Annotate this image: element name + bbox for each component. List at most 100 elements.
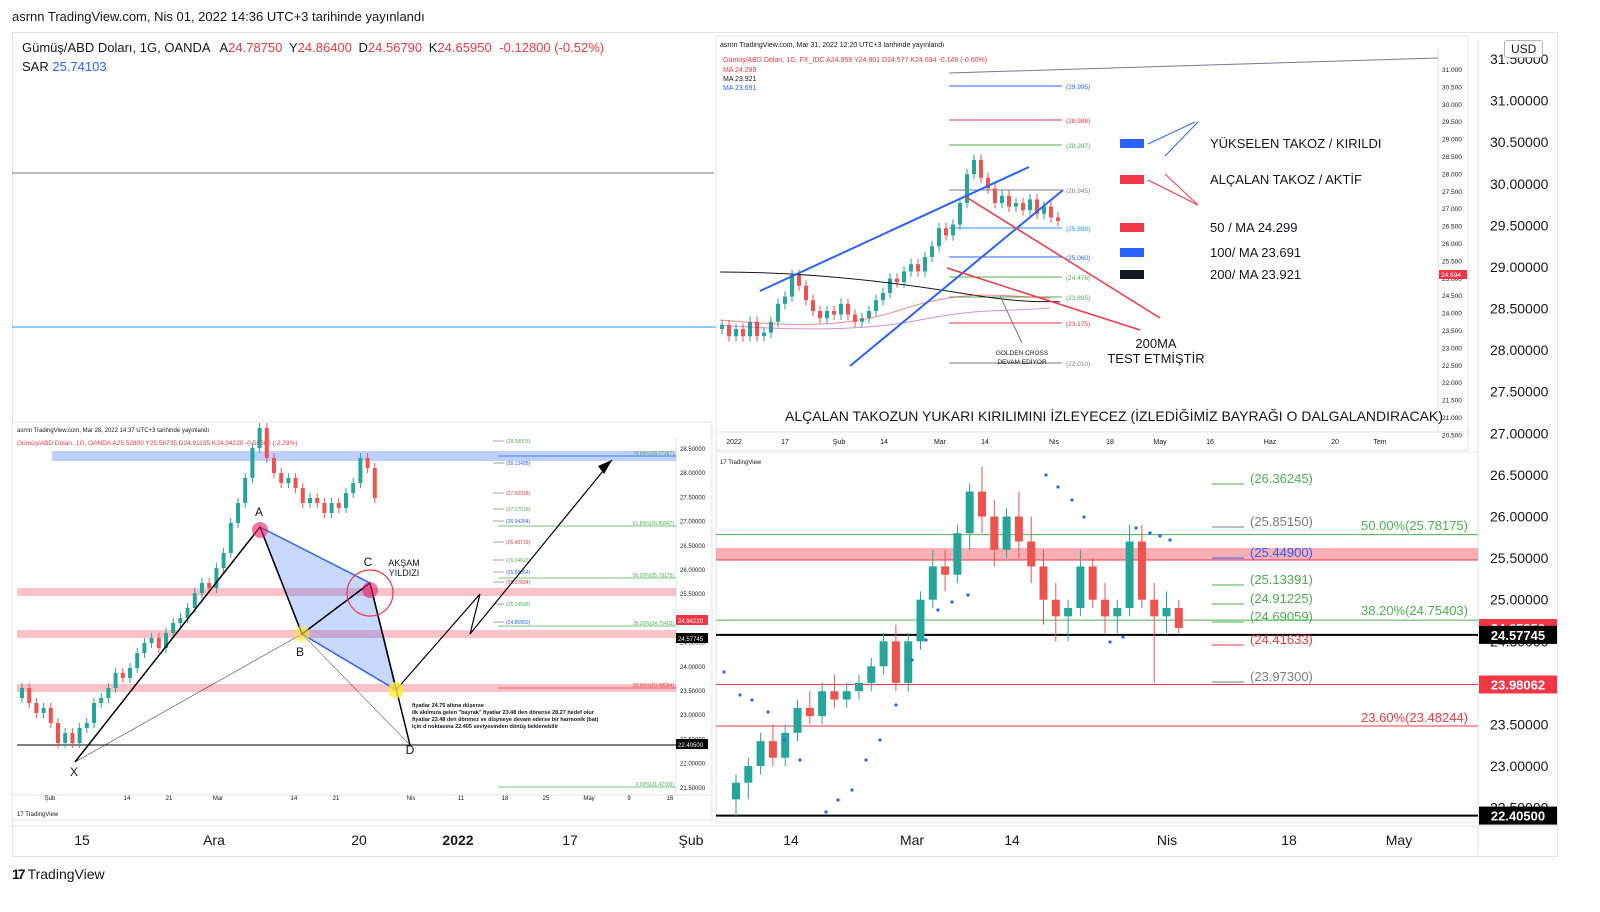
sar-dot — [1056, 485, 1060, 489]
inset-bl-fib-mid-label: (28.13488) — [506, 461, 531, 467]
inset-br-fib-mid-label: (23.97300) — [1250, 669, 1313, 684]
tradingview-logo[interactable]: 17 TradingView — [12, 866, 105, 882]
inset-tr-candle-body — [916, 264, 920, 272]
sar-indicator[interactable]: SAR 25.74103 — [22, 59, 107, 74]
inset-bl-time-label: 21 — [333, 796, 340, 802]
inset-br-fib-mid-label: (24.91225) — [1250, 591, 1313, 606]
inset-legend-label: 100/ MA 23.691 — [1210, 245, 1301, 260]
inset-bl-tag — [676, 633, 708, 643]
inset-bl-candle-body — [236, 503, 240, 523]
candle-body — [916, 599, 925, 642]
sar-dot — [850, 788, 854, 792]
inset-tr-candle-body — [846, 303, 850, 315]
inset-bl-point-c-marker — [362, 582, 378, 598]
high-label: Y — [289, 40, 298, 55]
sar-dot — [750, 698, 754, 702]
candle-body — [1088, 566, 1097, 600]
inset-tr-candle-body — [818, 311, 822, 319]
time-axis-label: May — [1386, 832, 1412, 848]
candle-body — [1014, 516, 1023, 542]
inset-tr-time-label: 2022 — [726, 439, 742, 446]
inset-tr-candle-body — [748, 321, 752, 337]
inset-tr-axis-label: 21.500 — [1442, 398, 1462, 405]
inset-tr-candle-body — [902, 271, 906, 283]
candle-body — [756, 741, 765, 767]
inset-tr-fib-label: (28.287) — [1066, 143, 1090, 150]
inset-legend-label: ALÇALAN TAKOZ / AKTİF — [1210, 172, 1362, 187]
inset-tr-candle-body — [1000, 195, 1004, 203]
inset-tr-time-label: 17 — [781, 439, 789, 446]
inset-tr-time-label: Şub — [833, 439, 846, 446]
open-label: A — [219, 40, 229, 55]
inset-bl-point-label: B — [296, 645, 304, 659]
time-axis-label: 15 — [74, 832, 90, 848]
candle-body — [744, 766, 753, 783]
inset-tr-axis-label: 25.000 — [1442, 276, 1462, 283]
price-axis-label: 28.50000 — [1490, 301, 1549, 317]
sar-dot — [894, 703, 898, 707]
candle-body — [781, 732, 790, 758]
inset-bl-zone-red — [17, 630, 676, 638]
sar-dot — [798, 758, 802, 762]
inset-tr-fib-label: (23.175) — [1066, 321, 1090, 328]
candle-body — [1039, 566, 1048, 600]
inset-bl-candle-body — [156, 638, 161, 648]
sar-dot — [766, 710, 770, 714]
inset-bl-fib-mid-label: (25.37834) — [506, 580, 531, 586]
inset-bl-candle-body — [257, 428, 262, 448]
inset-bl-candle-body — [128, 668, 132, 678]
candle-body — [953, 533, 962, 575]
inset-tr-candle-body — [734, 329, 738, 337]
inset-tr-candle-body — [811, 300, 815, 311]
inset-br-red-zone — [716, 548, 1478, 560]
inset-tr-candle-body — [1049, 206, 1053, 218]
inset-bl-time-label: 14 — [291, 796, 298, 802]
price-axis-label: 25.00000 — [1490, 592, 1549, 608]
inset-bl-fib-mid-label: (27.50928) — [506, 491, 531, 497]
inset-bl-candle-body — [20, 688, 24, 698]
inset-bl-axis-label: 23.50000 — [680, 689, 706, 695]
inset-tr-axis-label: 28.500 — [1442, 154, 1462, 161]
inset-bl-candle-body — [344, 493, 348, 508]
inset-tr-candle-body — [965, 174, 969, 203]
candle-body — [978, 491, 986, 517]
inset-tr-time-label: Mar — [934, 439, 947, 446]
sar-dot — [950, 600, 954, 604]
inset-200ma-note: 200MA — [1135, 336, 1177, 351]
price-axis-label: 27.50000 — [1490, 384, 1549, 400]
inset-ma50-line — [719, 294, 1051, 325]
inset-bl-xb-line — [74, 633, 303, 763]
inset-tr-candle-body — [776, 303, 780, 322]
inset-legend-swatch — [1120, 270, 1144, 279]
time-axis-label: Şub — [679, 832, 704, 848]
inset-bl-candle-body — [142, 643, 147, 653]
candle-body — [1162, 608, 1171, 617]
inset-tr-candle-body — [839, 303, 843, 315]
inset-bl-candle-body — [99, 698, 104, 703]
inset-bl-fib-mid-label: (26.14637) — [506, 558, 531, 564]
sar-dot — [864, 758, 868, 762]
inset-bl-tag-label: 24.94220 — [678, 619, 704, 625]
inset-tr-fib-label: (25.889) — [1066, 226, 1090, 233]
inset-golden-cross-text: DEVAM EDİYOR — [997, 357, 1047, 366]
sar-dot — [1168, 538, 1172, 542]
inset-tr-axis-label: 25.500 — [1442, 258, 1462, 265]
inset-ma-line: MA 23.691 — [723, 85, 757, 92]
price-tag — [1479, 675, 1557, 694]
inset-br-fib-right-label: 23.60%(23.48244) — [1361, 710, 1468, 725]
price-axis-label: 26.50000 — [1490, 467, 1549, 483]
inset-bl-candle-body — [120, 673, 125, 678]
currency-button[interactable]: USD — [1504, 40, 1544, 58]
inset-tr-candle-body — [853, 314, 857, 322]
inset-bl-axis-label: 25.50000 — [680, 592, 706, 598]
inset-bl-published: asrnn TradingView.com, Mar 28, 2022 14:3… — [17, 428, 210, 434]
main-symbol[interactable]: Gümüş/ABD Doları, 1G, OANDA — [22, 40, 210, 55]
inset-bl-candle-body — [293, 478, 298, 488]
inset-bl-candle-body — [171, 623, 176, 633]
inset-br-fib-mid-label: (24.41633) — [1250, 632, 1313, 647]
candle-body — [1150, 599, 1159, 617]
inset-legend-swatch — [1120, 175, 1144, 184]
inset-tr-candle-body — [944, 228, 948, 236]
inset-bl-candle-body — [149, 638, 154, 643]
